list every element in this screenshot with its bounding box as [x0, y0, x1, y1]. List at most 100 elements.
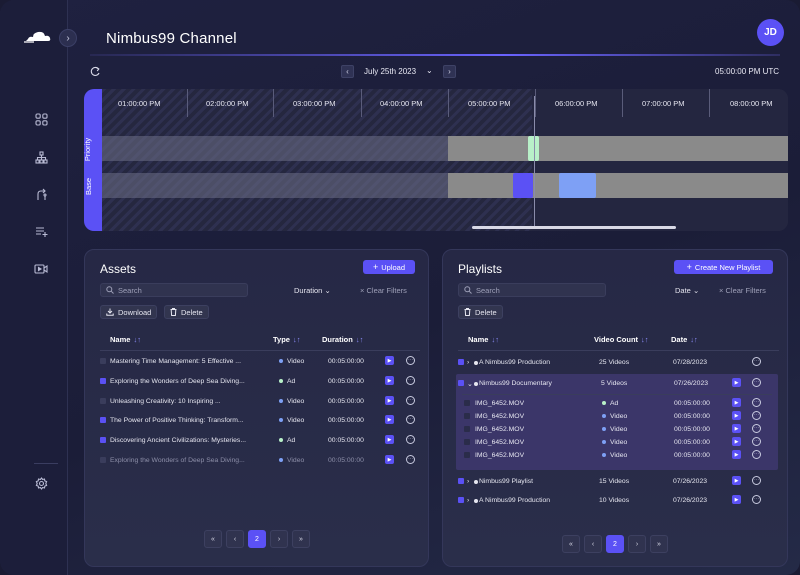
row-checkbox[interactable] [100, 358, 106, 364]
schedule-timeline[interactable]: Priority Base 01:00:00 PM 02:00:00 PM 03… [84, 89, 788, 231]
video-icon[interactable] [33, 261, 49, 277]
first-page-button[interactable]: « [562, 535, 580, 553]
row-checkbox[interactable] [464, 452, 470, 458]
row-checkbox[interactable] [464, 400, 470, 406]
more-options-icon[interactable]: ··· [406, 396, 415, 405]
playlist-child-row[interactable]: IMG_6452.MOV Video 00:05:00:00 ▶ ··· [464, 423, 774, 436]
hierarchy-icon[interactable] [33, 149, 49, 165]
download-button[interactable]: Download [100, 305, 158, 319]
page-number[interactable]: 2 [606, 535, 624, 553]
play-icon[interactable]: ▶ [385, 415, 394, 424]
col-type[interactable]: Type ↓↑ [273, 335, 300, 344]
play-icon[interactable]: ▶ [732, 424, 741, 433]
playlist-row[interactable]: › Nimbus99 Playlist 15 Videos 07/26/2023 ▶ ··… [458, 472, 778, 492]
base-block[interactable] [513, 173, 533, 198]
next-page-button[interactable]: › [628, 535, 646, 553]
next-page-button[interactable]: › [270, 530, 288, 548]
page-number[interactable]: 2 [248, 530, 266, 548]
chevron-right-icon[interactable]: › [59, 29, 77, 47]
row-checkbox[interactable] [458, 359, 464, 365]
playlists-search-input[interactable]: Search [458, 283, 606, 297]
table-row[interactable]: Exploring the Wonders of Deep Sea Diving… [100, 372, 420, 392]
more-options-icon[interactable]: ··· [406, 356, 415, 365]
playlist-row[interactable]: › A Nimbus99 Production 10 Videos 07/26/202… [458, 491, 778, 511]
col-video-count[interactable]: Video Count ↓↑ [594, 335, 649, 344]
chevron-down-icon[interactable]: ⌄ [426, 66, 433, 75]
play-icon[interactable]: ▶ [732, 476, 741, 485]
col-duration[interactable]: Duration ↓↑ [322, 335, 363, 344]
more-options-icon[interactable]: ··· [752, 378, 761, 387]
more-options-icon[interactable]: ··· [752, 476, 761, 485]
row-checkbox[interactable] [100, 398, 106, 404]
play-icon[interactable]: ▶ [385, 376, 394, 385]
last-page-button[interactable]: » [292, 530, 310, 548]
prev-page-button[interactable]: ‹ [226, 530, 244, 548]
grid-icon[interactable] [33, 111, 49, 127]
next-day-button[interactable]: › [443, 65, 456, 78]
row-checkbox[interactable] [458, 380, 464, 386]
table-row[interactable]: The Power of Positive Thinking: Transfor… [100, 411, 420, 431]
playlists-sort-select[interactable]: Date ⌄ [675, 286, 699, 295]
last-page-button[interactable]: » [650, 535, 668, 553]
playlist-add-icon[interactable] [33, 223, 49, 239]
assets-clear-filters[interactable]: × Clear Filters [360, 286, 407, 295]
more-options-icon[interactable]: ··· [406, 415, 415, 424]
row-checkbox[interactable] [100, 457, 106, 463]
col-name[interactable]: Name ↓↑ [110, 335, 141, 344]
row-checkbox[interactable] [464, 439, 470, 445]
col-date[interactable]: Date ↓↑ [671, 335, 698, 344]
table-row[interactable]: Exploring the Wonders of Deep Sea Diving… [100, 451, 420, 471]
more-options-icon[interactable]: ··· [752, 398, 761, 407]
playlist-child-row[interactable]: IMG_6452.MOV Ad 00:05:00:00 ▶ ··· [464, 397, 774, 410]
play-icon[interactable]: ▶ [732, 398, 741, 407]
play-icon[interactable]: ▶ [385, 455, 394, 464]
playlist-row[interactable]: › A Nimbus99 Production 25 Videos 07/28/202… [458, 353, 778, 373]
row-checkbox[interactable] [100, 417, 106, 423]
assets-search-input[interactable]: Search [100, 283, 248, 297]
settings-icon[interactable] [33, 475, 49, 491]
more-options-icon[interactable]: ··· [752, 495, 761, 504]
more-options-icon[interactable]: ··· [752, 357, 761, 366]
play-icon[interactable]: ▶ [732, 411, 741, 420]
playlist-child-row[interactable]: IMG_6452.MOV Video 00:05:00:00 ▶ ··· [464, 410, 774, 423]
route-icon[interactable] [33, 186, 49, 202]
row-checkbox[interactable] [100, 437, 106, 443]
sync-icon[interactable] [89, 66, 101, 78]
playlist-toggle[interactable]: › [467, 497, 470, 504]
table-row[interactable]: Mastering Time Management: 5 Effective .… [100, 352, 420, 372]
playlist-child-row[interactable]: IMG_6452.MOV Video 00:05:00:00 ▶ ··· [464, 449, 774, 462]
play-icon[interactable]: ▶ [732, 437, 741, 446]
assets-delete-button[interactable]: Delete [164, 305, 209, 319]
playlist-row[interactable]: ⌄ Nimbus99 Documentary 5 Videos 07/26/2023 ▶… [458, 374, 778, 394]
playlists-clear-filters[interactable]: × Clear Filters [719, 286, 766, 295]
more-options-icon[interactable]: ··· [406, 376, 415, 385]
playlists-delete-button[interactable]: Delete [458, 305, 503, 319]
more-options-icon[interactable]: ··· [406, 435, 415, 444]
upload-button[interactable]: + Upload [363, 260, 415, 274]
play-icon[interactable]: ▶ [732, 378, 741, 387]
play-icon[interactable]: ▶ [732, 495, 741, 504]
play-icon[interactable]: ▶ [385, 396, 394, 405]
play-icon[interactable]: ▶ [385, 356, 394, 365]
priority-block[interactable] [528, 136, 539, 161]
more-options-icon[interactable]: ··· [752, 424, 761, 433]
row-checkbox[interactable] [464, 413, 470, 419]
table-row[interactable]: Discovering Ancient Civilizations: Myste… [100, 431, 420, 451]
row-checkbox[interactable] [458, 478, 464, 484]
more-options-icon[interactable]: ··· [406, 455, 415, 464]
playlist-child-row[interactable]: IMG_6452.MOV Video 00:05:00:00 ▶ ··· [464, 436, 774, 449]
play-icon[interactable]: ▶ [732, 450, 741, 459]
row-checkbox[interactable] [100, 378, 106, 384]
prev-page-button[interactable]: ‹ [584, 535, 602, 553]
playlist-toggle[interactable]: ⌄ [467, 381, 473, 388]
playlist-toggle[interactable]: › [467, 359, 470, 366]
more-options-icon[interactable]: ··· [752, 411, 761, 420]
date-picker[interactable]: July 25th 2023 [364, 67, 417, 76]
base-block[interactable] [559, 173, 596, 198]
play-icon[interactable]: ▶ [385, 435, 394, 444]
timeline-scrollbar[interactable] [472, 226, 676, 229]
assets-sort-select[interactable]: Duration ⌄ [294, 286, 331, 295]
col-name[interactable]: Name ↓↑ [468, 335, 499, 344]
prev-day-button[interactable]: ‹ [341, 65, 354, 78]
cloud-logo-icon[interactable] [24, 30, 52, 46]
